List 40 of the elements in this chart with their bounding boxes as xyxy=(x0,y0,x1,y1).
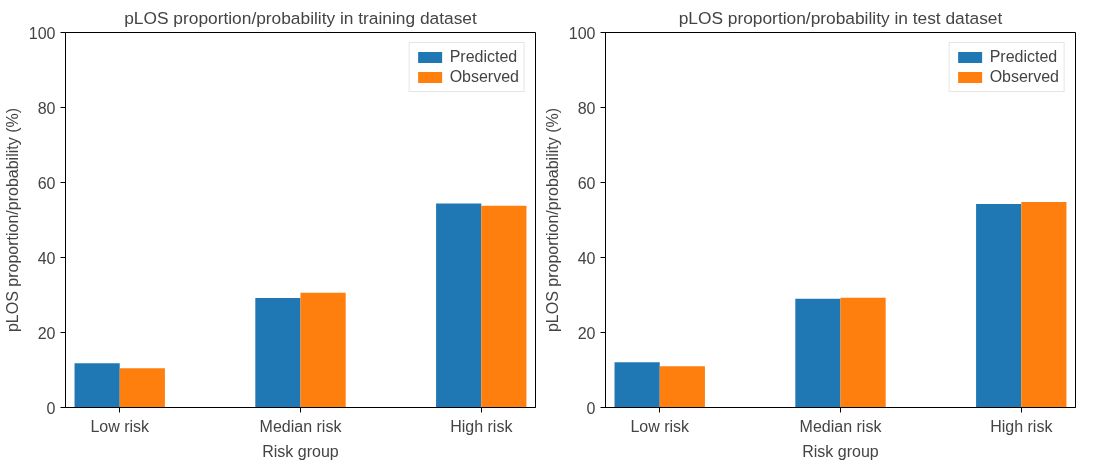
bar xyxy=(300,292,346,408)
bar xyxy=(74,363,120,408)
bar xyxy=(481,205,527,408)
y-tick-label: 80 xyxy=(577,99,596,117)
y-tick-label: 100 xyxy=(568,24,596,42)
bar xyxy=(976,203,1022,408)
legend-label: Predicted xyxy=(989,48,1058,66)
legend-label: Predicted xyxy=(449,48,518,66)
legend-label: Observed xyxy=(989,68,1059,86)
bar xyxy=(795,298,841,408)
y-tick-label: 60 xyxy=(577,174,596,192)
y-axis-title: pLOS proportion/probability (%) xyxy=(543,107,561,333)
bar xyxy=(659,366,705,408)
bar xyxy=(255,298,301,408)
x-tick-label: High risk xyxy=(990,417,1054,435)
y-tick-label: 40 xyxy=(577,249,596,267)
chart-title: pLOS proportion/probability in training dataset xyxy=(124,7,477,28)
x-tick-label: Median risk xyxy=(259,417,343,435)
bar xyxy=(614,362,660,408)
y-tick-label: 60 xyxy=(37,174,56,192)
chart-title: pLOS proportion/probability in test dataset xyxy=(678,7,1003,28)
x-tick-label: Low risk xyxy=(90,417,151,435)
y-tick-label: 20 xyxy=(577,324,596,342)
y-tick-label: 0 xyxy=(586,399,596,417)
x-tick-label: High risk xyxy=(450,417,514,435)
bar xyxy=(840,297,886,408)
legend-label: Observed xyxy=(449,68,519,86)
x-axis-title: Risk group xyxy=(262,442,339,460)
y-tick-label: 40 xyxy=(37,249,56,267)
bar xyxy=(1021,202,1067,408)
bar xyxy=(436,203,482,408)
y-tick-label: 80 xyxy=(37,99,56,117)
y-tick-label: 0 xyxy=(46,399,56,417)
bar xyxy=(119,368,165,408)
y-axis-title: pLOS proportion/probability (%) xyxy=(3,107,21,333)
y-tick-label: 20 xyxy=(37,324,56,342)
x-axis-title: Risk group xyxy=(802,442,879,460)
y-tick-label: 100 xyxy=(28,24,56,42)
x-tick-label: Low risk xyxy=(630,417,691,435)
x-tick-label: Median risk xyxy=(799,417,883,435)
